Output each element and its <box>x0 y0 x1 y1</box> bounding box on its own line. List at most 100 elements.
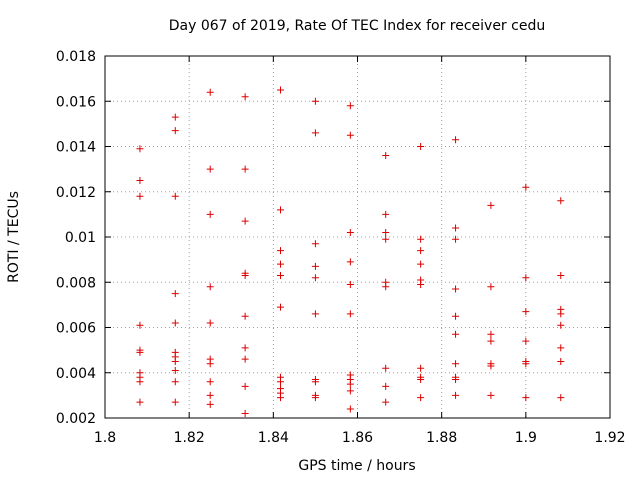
data-point <box>346 281 354 289</box>
data-point <box>171 398 179 406</box>
x-axis-label: GPS time / hours <box>298 458 415 474</box>
data-point <box>276 303 284 311</box>
data-point <box>171 378 179 386</box>
data-point <box>241 312 249 320</box>
data-point <box>487 283 495 291</box>
data-point <box>311 378 319 386</box>
data-point <box>487 362 495 370</box>
data-point <box>346 380 354 388</box>
data-point <box>136 145 144 153</box>
data-points <box>136 86 565 417</box>
data-point <box>487 330 495 338</box>
y-tick-label: 0.014 <box>56 140 96 156</box>
data-point <box>346 310 354 318</box>
x-tick-label: 1.9 <box>515 430 537 446</box>
data-point <box>382 228 390 236</box>
y-tick-label: 0.018 <box>56 49 96 65</box>
data-point <box>557 357 565 365</box>
data-point <box>452 330 460 338</box>
data-point <box>346 228 354 236</box>
data-point <box>136 176 144 184</box>
data-point <box>206 319 214 327</box>
grid <box>105 56 610 418</box>
data-point <box>276 378 284 386</box>
data-point <box>487 201 495 209</box>
data-point <box>417 364 425 372</box>
data-point <box>452 360 460 368</box>
data-point <box>487 391 495 399</box>
data-point <box>346 387 354 395</box>
data-point <box>452 376 460 384</box>
data-point <box>311 97 319 105</box>
x-tick-label: 1.92 <box>594 430 625 446</box>
data-point <box>276 271 284 279</box>
data-point <box>452 235 460 243</box>
axis-ticks <box>104 55 611 419</box>
data-point <box>382 398 390 406</box>
data-point <box>311 274 319 282</box>
x-tick-labels: 1.8 1.82 1.84 1.86 1.88 1.9 1.92 <box>94 430 626 446</box>
data-point <box>171 319 179 327</box>
data-point <box>417 143 425 150</box>
data-point <box>276 260 284 268</box>
data-point <box>241 93 249 101</box>
x-tick-label: 1.86 <box>342 430 373 446</box>
data-point <box>452 391 460 399</box>
data-point <box>206 283 214 291</box>
y-tick-label: 0.002 <box>56 411 96 427</box>
data-point <box>311 310 319 318</box>
y-tick-labels: 0.002 0.004 0.006 0.008 0.01 0.012 0.014 0.016 0… <box>56 49 96 427</box>
data-point <box>417 247 425 255</box>
data-point <box>452 285 460 293</box>
x-tick-label: 1.82 <box>174 430 205 446</box>
data-point <box>452 312 460 320</box>
data-point <box>206 391 214 399</box>
data-point <box>522 183 530 191</box>
x-tick-label: 1.8 <box>94 430 116 446</box>
data-point <box>522 308 530 316</box>
data-point <box>557 394 565 402</box>
data-point <box>311 394 319 402</box>
data-point <box>171 192 179 200</box>
data-point <box>417 394 425 402</box>
data-point <box>206 400 214 408</box>
data-point <box>382 210 390 218</box>
data-point <box>346 258 354 266</box>
data-point <box>241 355 249 363</box>
data-point <box>452 224 460 232</box>
data-point <box>417 235 425 243</box>
x-tick-label: 1.84 <box>258 430 289 446</box>
data-point <box>382 152 390 160</box>
data-point <box>171 357 179 365</box>
chart-title: Day 067 of 2019, Rate Of TEC Index for r… <box>169 18 545 34</box>
data-point <box>206 378 214 386</box>
y-tick-label: 0.008 <box>56 275 96 291</box>
data-point <box>136 378 144 386</box>
data-point <box>206 88 214 96</box>
data-point <box>276 247 284 255</box>
data-point <box>241 165 249 173</box>
y-tick-label: 0.004 <box>56 366 96 382</box>
data-point <box>241 271 249 279</box>
data-point <box>346 131 354 139</box>
data-point <box>241 344 249 352</box>
data-point <box>452 136 460 144</box>
y-tick-label: 0.016 <box>56 94 96 110</box>
data-point <box>311 240 319 248</box>
data-point <box>276 394 284 402</box>
y-tick-label: 0.012 <box>56 185 96 201</box>
data-point <box>241 382 249 390</box>
data-point <box>206 210 214 218</box>
x-tick-label: 1.88 <box>426 430 457 446</box>
y-tick-label: 0.006 <box>56 321 96 337</box>
data-point <box>171 113 179 121</box>
y-axis-label: ROTI / TECUs <box>6 191 22 283</box>
data-point <box>557 344 565 352</box>
data-point <box>171 290 179 298</box>
data-point <box>417 281 425 289</box>
y-tick-label: 0.01 <box>65 230 96 246</box>
data-point <box>382 235 390 243</box>
data-point <box>522 360 530 368</box>
data-point <box>136 192 144 200</box>
data-point <box>487 337 495 345</box>
